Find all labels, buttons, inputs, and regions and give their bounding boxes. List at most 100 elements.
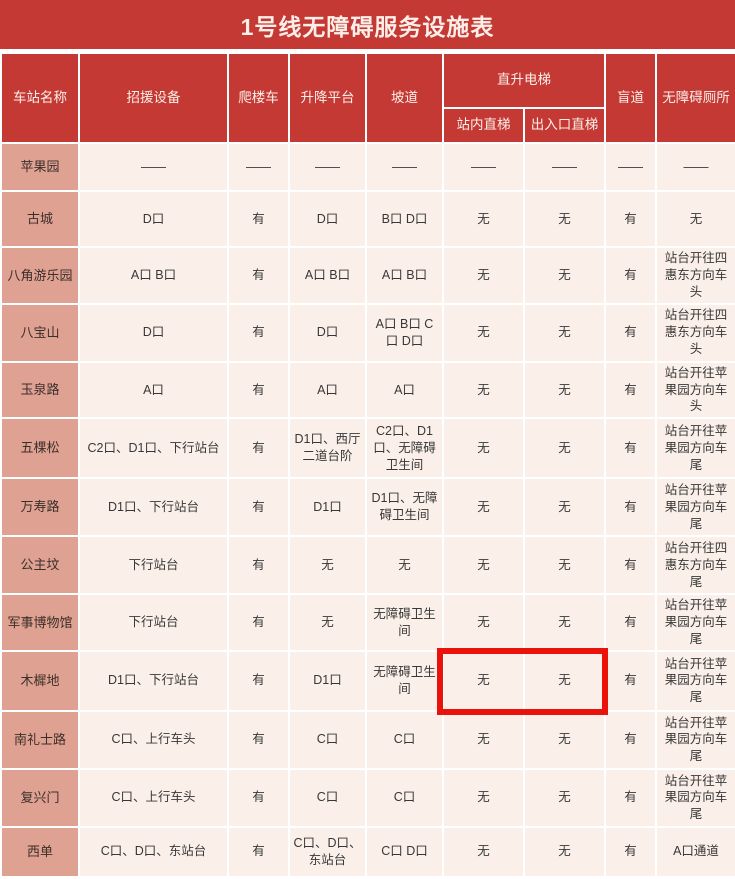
facility-cell: 无障碍卫生间 — [365, 649, 444, 712]
facility-cell: 无 — [442, 767, 525, 828]
facility-cell: C口、上行车头 — [78, 767, 229, 828]
facility-cell: 无 — [288, 593, 367, 652]
facility-cell: 无 — [442, 417, 525, 480]
station-name-cell: 西单 — [0, 825, 80, 878]
facility-cell: 无 — [523, 649, 606, 712]
table-header: 车站名称 招援设备 爬楼车 升降平台 坡道 直升电梯 盲道 无障碍厕所 站内直梯… — [0, 52, 735, 144]
facility-cell: —— — [288, 142, 367, 192]
facility-cell: 站台开往苹果园方向车头 — [655, 360, 735, 420]
table-row: 古城 D口有 D口 B口 D口无无有无 — [0, 190, 735, 248]
facility-cell: 有 — [604, 246, 657, 305]
column-header-station: 车站名称 — [0, 52, 80, 144]
facility-cell: 有 — [227, 190, 290, 248]
station-name-cell: 木樨地 — [0, 649, 80, 712]
facility-cell: 有 — [604, 190, 657, 248]
facility-cell: 站台开往苹果园方向车尾 — [655, 709, 735, 770]
facility-cell: 无 — [523, 535, 606, 596]
facility-cell: 无 — [523, 417, 606, 480]
column-header-stair-climber: 爬楼车 — [227, 52, 290, 144]
column-header-entrance-elevator: 出入口直梯 — [523, 107, 606, 144]
facility-cell: C口 — [288, 709, 367, 770]
facility-cell: 下行站台 — [78, 593, 229, 652]
facility-cell: 无 — [442, 535, 525, 596]
facility-cell: B口 D口 — [365, 190, 444, 248]
station-name-cell: 公主坟 — [0, 535, 80, 596]
facility-cell: 有 — [227, 302, 290, 363]
station-name-cell: 八宝山 — [0, 302, 80, 363]
facility-cell: 无 — [442, 360, 525, 420]
table-row: 复兴门 C口、上行车头有 C口 C口无无有站台开往苹果园方向车尾 — [0, 767, 735, 828]
facility-cell: A口 — [288, 360, 367, 420]
accessibility-facilities-table: 车站名称 招援设备 爬楼车 升降平台 坡道 直升电梯 盲道 无障碍厕所 站内直梯… — [0, 52, 735, 878]
table-row: 万寿路 D1口、下行站台有 D1口 D1口、无障碍卫生间无无有站台开往苹果园方向车尾 — [0, 477, 735, 538]
table-row: 八角游乐园 A口 B口有 A口 B口 A口 B口无无有站台开往四惠东方向车头 — [0, 246, 735, 305]
facility-cell: 有 — [227, 593, 290, 652]
table-body: 苹果园 —— —— —— —— —— —— —— —— 古城 D口有 D口 B口 D口无无有无八角游乐园… — [0, 142, 735, 878]
facility-cell: 有 — [604, 417, 657, 480]
facility-cell: 站台开往苹果园方向车尾 — [655, 767, 735, 828]
facility-cell: C口 — [288, 767, 367, 828]
facility-cell: —— — [78, 142, 229, 192]
facility-cell: 无 — [523, 477, 606, 538]
facility-cell: 站台开往苹果园方向车尾 — [655, 417, 735, 480]
facility-cell: 有 — [604, 767, 657, 828]
facility-cell: 有 — [604, 360, 657, 420]
table-row: 木樨地 D1口、下行站台有 D1口 无障碍卫生间无无有站台开往苹果园方向车尾 — [0, 649, 735, 712]
facility-cell: 下行站台 — [78, 535, 229, 596]
facility-cell: D口 — [78, 190, 229, 248]
facility-cell: C口 — [365, 767, 444, 828]
facility-cell: 站台开往四惠东方向车头 — [655, 246, 735, 305]
table-row: 八宝山 D口有 D口 A口 B口 C口 D口无无有站台开往四惠东方向车头 — [0, 302, 735, 363]
facility-cell: 无 — [523, 302, 606, 363]
station-name-cell: 八角游乐园 — [0, 246, 80, 305]
facility-cell: 无 — [523, 246, 606, 305]
table-row: 军事博物馆 下行站台有无无障碍卫生间无无有站台开往苹果园方向车尾 — [0, 593, 735, 652]
facility-cell: 有 — [227, 649, 290, 712]
facility-cell: 有 — [604, 535, 657, 596]
column-header-ramp: 坡道 — [365, 52, 444, 144]
facility-cell: 有 — [227, 535, 290, 596]
facility-cell: —— — [365, 142, 444, 192]
facility-cell: A口 B口 — [288, 246, 367, 305]
facility-cell: 有 — [227, 417, 290, 480]
station-name-cell: 复兴门 — [0, 767, 80, 828]
column-header-accessible-toilet: 无障碍厕所 — [655, 52, 735, 144]
facility-cell: 无 — [655, 190, 735, 248]
table-row: 南礼士路 C口、上行车头有 C口 C口无无有站台开往苹果园方向车尾 — [0, 709, 735, 770]
facility-cell: —— — [604, 142, 657, 192]
column-header-in-station-elevator: 站内直梯 — [442, 107, 525, 144]
facility-cell: C口 D口 — [365, 825, 444, 878]
facility-cell: 有 — [227, 767, 290, 828]
facility-cell: 无 — [442, 302, 525, 363]
station-name-cell: 苹果园 — [0, 142, 80, 192]
facility-cell: 站台开往四惠东方向车头 — [655, 302, 735, 363]
station-name-cell: 古城 — [0, 190, 80, 248]
facility-cell: 有 — [604, 709, 657, 770]
facility-cell: 无 — [442, 190, 525, 248]
facility-cell: 无障碍卫生间 — [365, 593, 444, 652]
facility-cell: 站台开往苹果园方向车尾 — [655, 649, 735, 712]
facility-cell: 有 — [227, 825, 290, 878]
facility-cell: D1口 — [288, 649, 367, 712]
facility-cell: —— — [442, 142, 525, 192]
facility-cell: 无 — [442, 825, 525, 878]
facility-cell: 有 — [227, 477, 290, 538]
facility-cell: C口 — [365, 709, 444, 770]
facility-cell: 无 — [442, 246, 525, 305]
facility-cell: A口 B口 — [78, 246, 229, 305]
facility-cell: 无 — [523, 825, 606, 878]
station-name-cell: 玉泉路 — [0, 360, 80, 420]
page-title: 1号线无障碍服务设施表 — [240, 13, 495, 40]
table-row: 玉泉路 A口有 A口 A口无无有站台开往苹果园方向车头 — [0, 360, 735, 420]
facility-cell: 有 — [604, 477, 657, 538]
facility-cell: 有 — [604, 825, 657, 878]
column-header-elevator-group: 直升电梯 — [442, 52, 606, 109]
facility-cell: D口 — [78, 302, 229, 363]
facility-cell: C2口、D1口、无障碍卫生间 — [365, 417, 444, 480]
table-title-bar: 1号线无障碍服务设施表 — [0, 0, 735, 52]
station-name-cell: 南礼士路 — [0, 709, 80, 770]
facility-cell: D1口、下行站台 — [78, 477, 229, 538]
facility-cell: 有 — [604, 302, 657, 363]
station-name-cell: 军事博物馆 — [0, 593, 80, 652]
